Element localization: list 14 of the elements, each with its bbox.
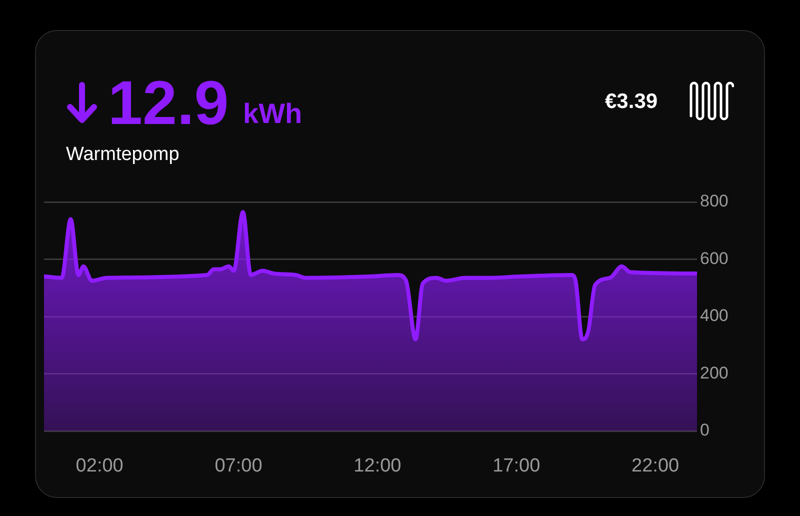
y-tick-label: 800 xyxy=(700,192,728,211)
y-tick-label: 600 xyxy=(700,248,728,268)
x-tick-label: 22:00 xyxy=(632,456,680,477)
chart-subtitle: Warmtepomp xyxy=(66,143,180,167)
chart-title: 12.9 xyxy=(108,68,229,140)
y-tick-label: 200 xyxy=(700,363,728,382)
text: €3.39 xyxy=(605,89,658,115)
y-tick-label: 400 xyxy=(700,306,728,326)
y-tick-label: 0 xyxy=(700,420,710,440)
text: kWh xyxy=(243,97,302,131)
x-tick-label: 17:00 xyxy=(492,456,540,477)
x-tick-label: 12:00 xyxy=(354,456,402,477)
x-tick-label: 07:00 xyxy=(214,456,262,477)
x-tick-label: 02:00 xyxy=(76,456,124,477)
